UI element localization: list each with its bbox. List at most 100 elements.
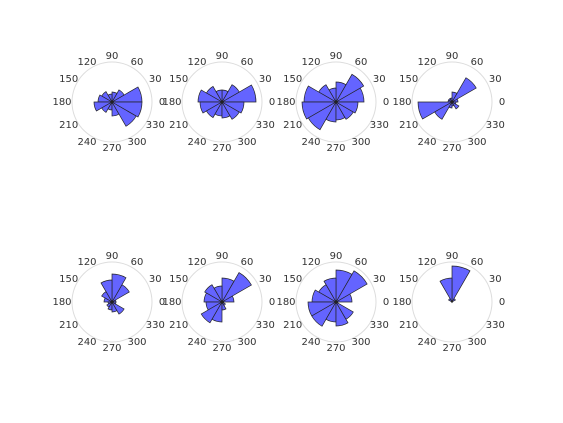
rose-wedge [335, 270, 368, 303]
theta-tick-label: 240 [301, 137, 320, 148]
rose-wedge [450, 101, 457, 105]
theta-tick-label: 0 [159, 97, 165, 108]
theta-tick-label: 90 [446, 251, 459, 262]
theta-tick-label: 30 [149, 74, 162, 85]
rose-wedge [439, 277, 453, 304]
theta-tick-label: 90 [330, 51, 343, 62]
rose-wedge [335, 269, 353, 304]
theta-tick-label: 180 [52, 297, 71, 308]
rose-wedge [335, 301, 354, 320]
theta-tick-label: 240 [417, 137, 436, 148]
rose-wedge [451, 91, 458, 104]
rose-wedge [197, 89, 224, 103]
outer-ring [71, 61, 153, 143]
theta-tick-label: 300 [467, 137, 486, 148]
theta-tick-label: 300 [237, 337, 256, 348]
theta-tick-label: 60 [355, 257, 368, 268]
rose-wedge [221, 272, 252, 303]
rose-wedge [301, 101, 338, 120]
theta-tick-label: 300 [127, 337, 146, 348]
rose-wedge [110, 101, 143, 118]
theta-tick-label: 270 [442, 143, 461, 154]
rose-wedge [307, 101, 337, 131]
theta-tick-label: 270 [442, 343, 461, 354]
theta-tick-label: 240 [187, 137, 206, 148]
theta-tick-label: 270 [102, 343, 121, 354]
theta-tick-label: 30 [373, 74, 386, 85]
theta-tick-label: 30 [489, 274, 502, 285]
rose-wedge [111, 91, 118, 104]
theta-tick-label: 210 [399, 120, 418, 131]
theta-tick-label: 90 [216, 51, 229, 62]
theta-tick-label: 90 [216, 251, 229, 262]
theta-tick-label: 150 [59, 74, 78, 85]
rose-wedge [211, 300, 223, 323]
outer-ring [181, 261, 263, 343]
theta-tick-label: 90 [330, 251, 343, 262]
outer-ring [181, 61, 263, 143]
rose-wedge [110, 301, 117, 305]
theta-tick-label: 180 [392, 97, 411, 108]
theta-tick-label: 60 [355, 57, 368, 68]
theta-tick-label: 120 [417, 257, 436, 268]
theta-tick-label: 300 [237, 137, 256, 148]
theta-tick-label: 150 [283, 74, 302, 85]
theta-tick-label: 300 [467, 337, 486, 348]
theta-tick-label: 30 [259, 274, 272, 285]
theta-tick-label: 0 [269, 297, 275, 308]
rose-wedge [323, 277, 337, 304]
rose-wedge [111, 301, 125, 315]
theta-tick-label: 240 [77, 337, 96, 348]
theta-tick-label: 0 [159, 297, 165, 308]
rose-wedge [101, 291, 113, 303]
rose-wedge [221, 84, 240, 103]
theta-tick-label: 330 [256, 320, 275, 331]
rose-wedge [101, 101, 113, 113]
rose-wedge [335, 73, 365, 103]
theta-tick-label: 0 [383, 297, 389, 308]
rose-wedge [221, 277, 235, 304]
theta-tick-label: 60 [131, 257, 144, 268]
theta-tick-label: 150 [399, 274, 418, 285]
rose-wedge [103, 297, 114, 303]
theta-tick-label: 210 [59, 120, 78, 131]
theta-tick-label: 150 [283, 274, 302, 285]
theta-tick-label: 270 [102, 143, 121, 154]
outer-ring [295, 61, 377, 143]
theta-tick-label: 60 [241, 257, 254, 268]
theta-tick-label: 0 [499, 297, 505, 308]
theta-tick-label: 210 [283, 120, 302, 131]
theta-tick-label: 0 [383, 97, 389, 108]
theta-tick-label: 150 [169, 74, 188, 85]
theta-tick-label: 210 [399, 320, 418, 331]
theta-tick-label: 330 [370, 320, 389, 331]
theta-tick-label: 300 [351, 337, 370, 348]
theta-tick-label: 120 [77, 57, 96, 68]
theta-tick-label: 120 [187, 57, 206, 68]
rose-wedge [204, 284, 223, 303]
rose-wedge [448, 100, 453, 109]
theta-tick-label: 180 [276, 97, 295, 108]
theta-tick-label: 180 [392, 297, 411, 308]
theta-tick-label: 330 [146, 320, 165, 331]
rose-wedge [334, 101, 359, 114]
rose-wedge [220, 101, 245, 114]
theta-tick-label: 120 [187, 257, 206, 268]
theta-tick-label: 120 [77, 257, 96, 268]
theta-tick-label: 210 [169, 320, 188, 331]
theta-tick-label: 300 [127, 137, 146, 148]
theta-tick-label: 330 [146, 120, 165, 131]
theta-tick-label: 210 [169, 120, 188, 131]
theta-tick-label: 120 [301, 57, 320, 68]
theta-tick-label: 90 [446, 51, 459, 62]
theta-tick-label: 210 [59, 320, 78, 331]
theta-tick-label: 270 [212, 343, 231, 354]
rose-wedge [325, 100, 337, 123]
theta-tick-label: 60 [131, 57, 144, 68]
outer-ring [411, 261, 493, 343]
rose-wedge [451, 77, 477, 103]
theta-tick-label: 30 [149, 274, 162, 285]
rose-wedge [451, 265, 471, 304]
rose-wedge [334, 301, 339, 304]
